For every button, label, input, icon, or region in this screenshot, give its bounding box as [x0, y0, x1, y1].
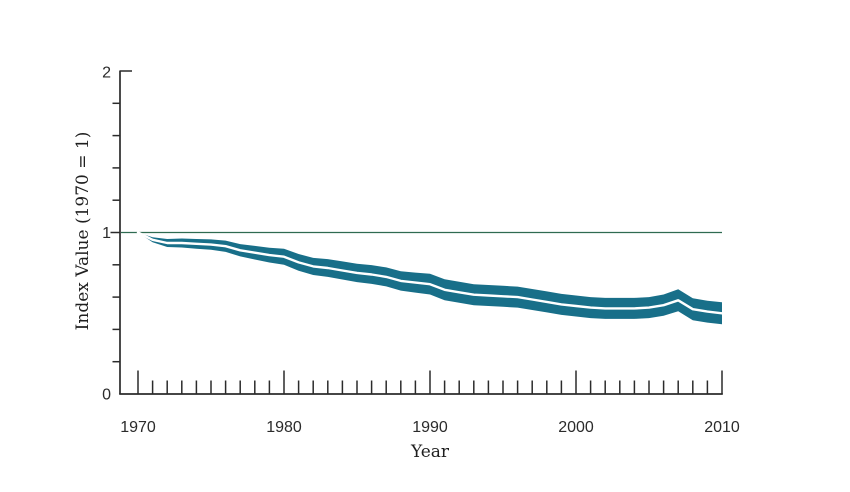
x-tick-label-1990: 1990 — [412, 419, 448, 436]
x-axis-ticks — [137, 370, 723, 394]
y-tick-label-0: 0 — [102, 387, 111, 404]
x-axis: 1970 1980 1990 2000 2010 Year — [119, 370, 740, 462]
x-tick-label-2000: 2000 — [558, 419, 594, 436]
x-axis-title: Year — [410, 442, 450, 462]
index-central-line — [136, 231, 724, 315]
x-tick-label-1970: 1970 — [120, 419, 156, 436]
y-tick-label-1: 1 — [102, 225, 111, 242]
y-axis-title: Index Value (1970 = 1) — [73, 132, 93, 331]
x-tick-label-2010: 2010 — [704, 419, 740, 436]
plot-area — [121, 231, 724, 325]
y-axis: 0 1 2 Index Value (1970 = 1) — [73, 65, 132, 404]
y-tick-label-2: 2 — [102, 65, 111, 82]
confidence-band — [138, 232, 722, 325]
x-tick-label-1980: 1980 — [266, 419, 302, 436]
y-axis-ticks — [110, 70, 132, 363]
